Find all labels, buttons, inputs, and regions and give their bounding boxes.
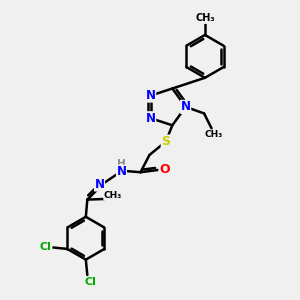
Text: Cl: Cl [85, 277, 97, 286]
Text: Cl: Cl [40, 242, 52, 252]
Text: CH₃: CH₃ [104, 191, 122, 200]
Text: N: N [116, 165, 127, 178]
Text: CH₃: CH₃ [205, 130, 223, 139]
Text: S: S [161, 135, 170, 148]
Text: CH₃: CH₃ [195, 13, 215, 23]
Text: H: H [117, 159, 126, 169]
Text: N: N [94, 178, 104, 191]
Text: N: N [146, 89, 156, 102]
Text: O: O [159, 164, 169, 176]
Text: N: N [146, 112, 156, 125]
Text: N: N [181, 100, 191, 113]
